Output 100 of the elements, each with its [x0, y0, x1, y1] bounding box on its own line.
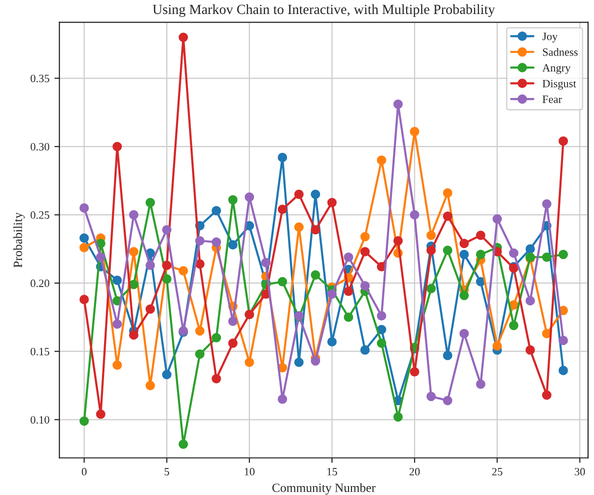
point [195, 236, 205, 246]
point [294, 222, 304, 232]
point [558, 366, 568, 376]
x-tick-label: 30 [574, 468, 585, 476]
point [327, 198, 337, 208]
y-tick-label: 0.30 [30, 143, 50, 151]
point [476, 379, 486, 389]
point [146, 304, 155, 314]
point [526, 244, 535, 254]
point [542, 390, 552, 400]
legend-label: Joy [542, 32, 558, 42]
point [344, 312, 354, 322]
point [79, 233, 89, 243]
x-tick-label: 20 [410, 468, 420, 476]
point [294, 190, 304, 200]
point [96, 252, 106, 262]
point [393, 412, 403, 422]
point [310, 225, 320, 235]
point [244, 192, 254, 202]
point [146, 198, 155, 208]
point [112, 142, 122, 152]
point [146, 260, 155, 270]
point [393, 100, 403, 109]
point [79, 203, 89, 213]
point [228, 195, 238, 204]
point [509, 248, 518, 258]
y-axis-title: Probability [13, 212, 25, 268]
legend-label: Angry [542, 64, 571, 74]
point [509, 320, 518, 330]
point [79, 294, 89, 304]
point [310, 356, 320, 366]
point [558, 136, 568, 146]
point [526, 296, 535, 306]
point [79, 416, 89, 426]
point [162, 274, 172, 284]
x-axis-title: Community Number [272, 483, 376, 495]
point [112, 276, 122, 286]
point [459, 328, 469, 338]
point [376, 311, 386, 321]
chart-title: Using Markov Chain to Interactive, with Multiple Probability [152, 4, 495, 17]
point [96, 409, 106, 419]
point [129, 210, 138, 220]
legend-label: Disgust [542, 80, 576, 90]
point [178, 32, 188, 42]
point [112, 319, 122, 329]
point [376, 338, 386, 348]
point [426, 230, 436, 240]
point [426, 392, 436, 402]
point [195, 326, 205, 336]
point [278, 394, 288, 404]
point [310, 270, 320, 280]
point [410, 367, 420, 377]
point [558, 250, 568, 260]
x-tick-label: 15 [327, 468, 338, 476]
point [327, 289, 337, 299]
point [426, 246, 436, 256]
point [178, 266, 188, 276]
x-tick-label: 10 [244, 468, 255, 476]
y-tick-label: 0.10 [30, 416, 50, 424]
point [212, 333, 222, 342]
y-tick-label: 0.20 [30, 280, 50, 288]
point [442, 188, 452, 198]
x-tick-label: 0 [82, 468, 87, 476]
point [558, 336, 568, 346]
point [294, 358, 304, 367]
point [410, 210, 420, 220]
point [442, 246, 452, 256]
point [442, 396, 452, 406]
point [195, 349, 205, 359]
point [376, 156, 386, 165]
point [261, 258, 271, 268]
point [459, 290, 469, 300]
point [278, 204, 288, 214]
point [542, 199, 552, 209]
y-tick-label: 0.35 [30, 74, 50, 82]
point [492, 214, 502, 224]
point [129, 246, 138, 256]
point [526, 345, 535, 355]
point [212, 374, 222, 384]
point [212, 237, 222, 247]
point [542, 252, 552, 262]
point [442, 350, 452, 360]
point [178, 440, 188, 449]
point [228, 316, 238, 326]
point [459, 250, 469, 260]
point [360, 232, 370, 242]
point [146, 380, 155, 390]
point [327, 337, 337, 346]
point [360, 345, 370, 355]
point [459, 238, 469, 248]
legend-label: Sadness [543, 48, 578, 56]
point [442, 211, 452, 221]
point [212, 206, 222, 216]
point [426, 284, 436, 294]
point [476, 230, 486, 240]
point [344, 286, 354, 296]
point [344, 252, 354, 262]
point [129, 280, 138, 290]
point [310, 190, 320, 200]
point [162, 370, 172, 380]
